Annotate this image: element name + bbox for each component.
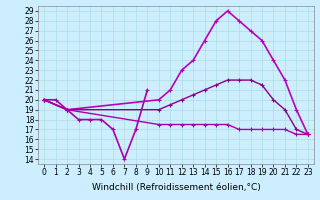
X-axis label: Windchill (Refroidissement éolien,°C): Windchill (Refroidissement éolien,°C)	[92, 183, 260, 192]
